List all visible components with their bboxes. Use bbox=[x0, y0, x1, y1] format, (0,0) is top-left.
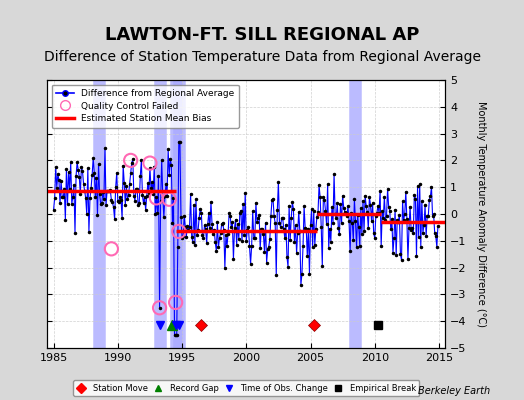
Point bbox=[107, 246, 116, 252]
Text: Difference of Station Temperature Data from Regional Average: Difference of Station Temperature Data f… bbox=[43, 50, 481, 64]
Point bbox=[165, 196, 173, 202]
Y-axis label: Monthly Temperature Anomaly Difference (°C): Monthly Temperature Anomaly Difference (… bbox=[476, 101, 486, 327]
Point bbox=[156, 305, 164, 311]
Point bbox=[152, 195, 160, 201]
Point bbox=[126, 157, 135, 164]
Point bbox=[171, 299, 180, 306]
Text: Berkeley Earth: Berkeley Earth bbox=[418, 386, 490, 396]
Point bbox=[174, 228, 183, 235]
Text: LAWTON-FT. SILL REGIONAL AP: LAWTON-FT. SILL REGIONAL AP bbox=[105, 26, 419, 44]
Point bbox=[146, 160, 154, 166]
Legend: Station Move, Record Gap, Time of Obs. Change, Empirical Break: Station Move, Record Gap, Time of Obs. C… bbox=[73, 380, 419, 396]
